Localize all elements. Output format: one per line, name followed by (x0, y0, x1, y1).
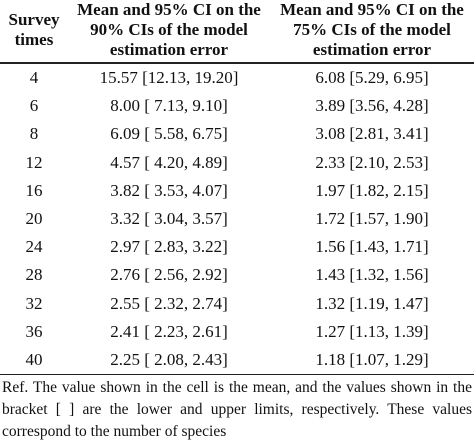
table-cell: 3.08 [2.81, 3.41] (315, 124, 429, 144)
footnote: Ref. The value shown in the cell is the … (2, 379, 472, 441)
table-cell: 8.00 [ 7.13, 9.10] (110, 96, 228, 116)
table-cell: 1.32 [1.19, 1.47] (315, 293, 429, 313)
table-cell: 15.57 [12.13, 19.20] (99, 68, 239, 88)
table-cell: 40 (0, 345, 68, 376)
table-cell: 16 (25, 180, 43, 200)
table-cell: 24 (25, 237, 43, 257)
table-row: 32 2.55 [ 2.32, 2.74] 1.32 [1.19, 1.47] (0, 290, 474, 318)
table-cell: 28 (25, 265, 43, 285)
header-row: Survey times Mean and 95% CI on the 90% C… (0, 0, 474, 64)
table-cell: 12 (25, 152, 43, 172)
column-header: Mean and 95% CI on the 75% CIs of the mo… (270, 0, 474, 64)
table-row: 8 6.09 [ 5.58, 6.75] 3.08 [2.81, 3.41] (0, 120, 474, 148)
table-cell: 36 (25, 321, 43, 341)
table-cell: 3.32 [ 3.04, 3.57] (110, 209, 228, 229)
table-cell: 1.18 [1.07, 1.29] (270, 345, 474, 376)
table-row: 40 2.25 [ 2.08, 2.43] 1.18 [1.07, 1.29] (0, 345, 474, 376)
table-cell: 2.76 [ 2.56, 2.92] (110, 265, 228, 285)
table-row: 6 8.00 [ 7.13, 9.10] 3.89 [3.56, 4.28] (0, 92, 474, 120)
column-header: Survey times (0, 0, 68, 64)
table-cell: 1.97 [1.82, 2.15] (315, 180, 429, 200)
table-cell: 8 (29, 124, 39, 144)
table-cell: 2.25 [ 2.08, 2.43] (68, 345, 270, 376)
table-cell: 6.08 [5.29, 6.95] (315, 68, 429, 88)
table-cell: 1.27 [1.13, 1.39] (315, 321, 429, 341)
table-row: 28 2.76 [ 2.56, 2.92] 1.43 [1.32, 1.56] (0, 261, 474, 289)
table-cell: 2.33 [2.10, 2.53] (315, 152, 429, 172)
table-cell: 32 (25, 293, 43, 313)
table-row: 36 2.41 [ 2.23, 2.61] 1.27 [1.13, 1.39] (0, 318, 474, 346)
table-row: 24 2.97 [ 2.83, 3.22] 1.56 [1.43, 1.71] (0, 233, 474, 261)
table-row: 12 4.57 [ 4.20, 4.89] 2.33 [2.10, 2.53] (0, 149, 474, 177)
table-cell: 4 (29, 68, 39, 88)
table-cell: 3.82 [ 3.53, 4.07] (110, 180, 228, 200)
table-cell: 1.72 [1.57, 1.90] (315, 209, 429, 229)
column-header: Mean and 95% CI on the 90% CIs of the mo… (68, 0, 270, 64)
table-cell: 6.09 [ 5.58, 6.75] (110, 124, 228, 144)
table-row: 20 3.32 [ 3.04, 3.57] 1.72 [1.57, 1.90] (0, 205, 474, 233)
table-cell: 4.57 [ 4.20, 4.89] (110, 152, 228, 172)
table-cell: 20 (25, 209, 43, 229)
table-cell: 2.41 [ 2.23, 2.61] (110, 321, 228, 341)
results-table: Survey times Mean and 95% CI on the 90% C… (0, 0, 474, 376)
table-cell: 2.55 [ 2.32, 2.74] (110, 293, 228, 313)
table-body: 4 15.57 [12.13, 19.20] 6.08 [5.29, 6.95] 6 8… (0, 63, 474, 376)
table-cell: 6 (29, 96, 39, 116)
table-cell: 2.97 [ 2.83, 3.22] (110, 237, 228, 257)
table-cell: 1.56 [1.43, 1.71] (315, 237, 429, 257)
table-cell: 1.43 [1.32, 1.56] (315, 265, 429, 285)
table-cell: 3.89 [3.56, 4.28] (315, 96, 429, 116)
table-row: 16 3.82 [ 3.53, 4.07] 1.97 [1.82, 2.15] (0, 177, 474, 205)
table-row: 4 15.57 [12.13, 19.20] 6.08 [5.29, 6.95] (0, 63, 474, 92)
